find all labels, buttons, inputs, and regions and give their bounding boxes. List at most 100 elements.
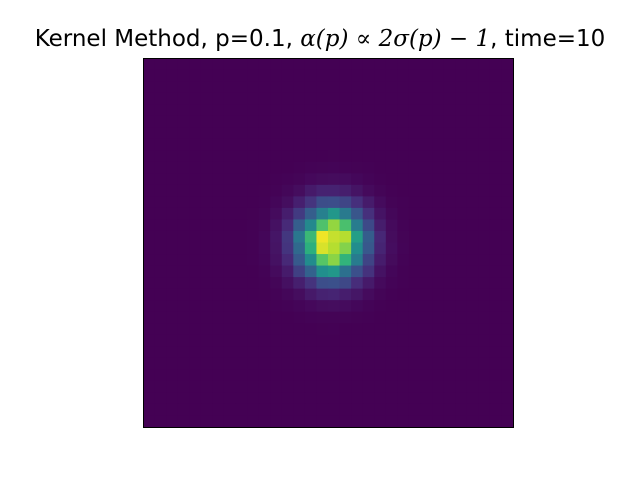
heatmap-cell xyxy=(281,346,294,359)
heatmap-cell xyxy=(189,138,202,151)
heatmap-cell xyxy=(478,254,491,267)
heatmap-cell xyxy=(397,138,410,151)
heatmap-cell xyxy=(374,173,387,186)
heatmap-cell xyxy=(247,219,260,232)
heatmap-cell xyxy=(166,150,179,163)
heatmap-cell xyxy=(432,104,445,117)
heatmap-cell xyxy=(420,357,433,370)
heatmap-cell xyxy=(501,334,514,347)
heatmap-cell xyxy=(223,323,237,336)
heatmap-cell xyxy=(316,300,329,313)
heatmap-cell xyxy=(466,207,479,221)
heatmap-cell xyxy=(143,288,156,301)
heatmap-cell xyxy=(177,184,190,197)
heatmap-cell xyxy=(328,300,341,313)
heatmap-cell xyxy=(200,184,213,197)
heatmap-cell xyxy=(443,288,456,301)
heatmap-cell xyxy=(362,392,375,405)
heatmap-cell xyxy=(328,403,341,417)
heatmap-cell xyxy=(223,104,237,117)
heatmap-cell xyxy=(177,415,190,428)
heatmap-cell xyxy=(466,150,479,163)
heatmap-cell xyxy=(189,288,202,301)
heatmap-cell xyxy=(339,265,352,278)
heatmap-cell xyxy=(304,230,318,244)
heatmap-cell xyxy=(385,334,398,347)
heatmap-cell xyxy=(177,196,190,209)
heatmap-cell xyxy=(385,150,398,163)
heatmap-cell xyxy=(501,242,514,255)
heatmap-cell xyxy=(478,369,491,382)
heatmap-cell xyxy=(408,403,422,417)
heatmap-cell xyxy=(420,207,433,221)
heatmap-cell xyxy=(362,196,375,209)
heatmap-cell xyxy=(501,173,514,186)
heatmap-cell xyxy=(223,242,237,255)
heatmap-cell xyxy=(420,242,433,255)
heatmap-cell xyxy=(258,300,271,313)
heatmap-cell xyxy=(189,277,202,290)
heatmap-cell xyxy=(478,161,491,174)
heatmap-cell xyxy=(351,115,364,128)
heatmap-cell xyxy=(143,392,156,405)
heatmap-cell xyxy=(362,265,375,278)
heatmap-cell xyxy=(339,403,352,417)
heatmap-cell xyxy=(247,161,260,174)
heatmap-cell xyxy=(258,230,271,244)
heatmap-cell xyxy=(281,392,294,405)
heatmap-cell xyxy=(489,254,503,267)
heatmap-cell xyxy=(258,392,271,405)
heatmap-cell xyxy=(166,254,179,267)
heatmap-cell xyxy=(489,161,503,174)
heatmap-cell xyxy=(247,254,260,267)
heatmap-cell xyxy=(466,334,479,347)
heatmap-cell xyxy=(443,392,456,405)
heatmap-cell xyxy=(432,69,445,82)
heatmap-cell xyxy=(270,92,283,105)
heatmap-cell xyxy=(223,58,237,71)
heatmap-cell xyxy=(316,92,329,105)
heatmap-cell xyxy=(258,288,271,301)
heatmap-cell xyxy=(443,311,456,324)
heatmap-cell xyxy=(270,392,283,405)
heatmap-cell xyxy=(339,127,352,140)
heatmap-cell xyxy=(385,230,398,244)
heatmap-cell xyxy=(420,69,433,82)
heatmap-cell xyxy=(223,150,237,163)
heatmap-cell xyxy=(200,277,213,290)
heatmap-cell xyxy=(247,265,260,278)
heatmap-cell xyxy=(432,357,445,370)
heatmap-cell xyxy=(351,104,364,117)
heatmap-cell xyxy=(489,127,503,140)
heatmap-cell xyxy=(432,242,445,255)
heatmap-cell xyxy=(420,288,433,301)
heatmap-cell xyxy=(223,138,237,151)
heatmap-cell xyxy=(339,138,352,151)
heatmap-cell xyxy=(166,219,179,232)
heatmap-cell xyxy=(154,219,167,232)
heatmap-cell xyxy=(432,207,445,221)
heatmap-cell xyxy=(339,150,352,163)
heatmap-cell xyxy=(293,277,306,290)
heatmap-cell xyxy=(443,265,456,278)
heatmap-cell xyxy=(166,184,179,197)
heatmap-cell xyxy=(293,334,306,347)
heatmap-cell xyxy=(270,173,283,186)
heatmap-cell xyxy=(432,380,445,394)
heatmap-cell xyxy=(247,58,260,71)
heatmap-cell xyxy=(154,277,167,290)
heatmap-cell xyxy=(258,115,271,128)
heatmap-cell xyxy=(212,150,225,163)
heatmap-cell xyxy=(304,242,318,255)
heatmap-cell xyxy=(143,184,156,197)
heatmap-cell xyxy=(316,58,329,71)
heatmap-cell xyxy=(143,196,156,209)
heatmap-cell xyxy=(189,369,202,382)
heatmap-cell xyxy=(316,196,329,209)
heatmap-cell xyxy=(397,81,410,94)
heatmap-cell xyxy=(351,230,364,244)
heatmap-cell xyxy=(443,115,456,128)
heatmap-cell xyxy=(143,380,156,394)
heatmap-cell xyxy=(258,242,271,255)
heatmap-cell xyxy=(351,184,364,197)
